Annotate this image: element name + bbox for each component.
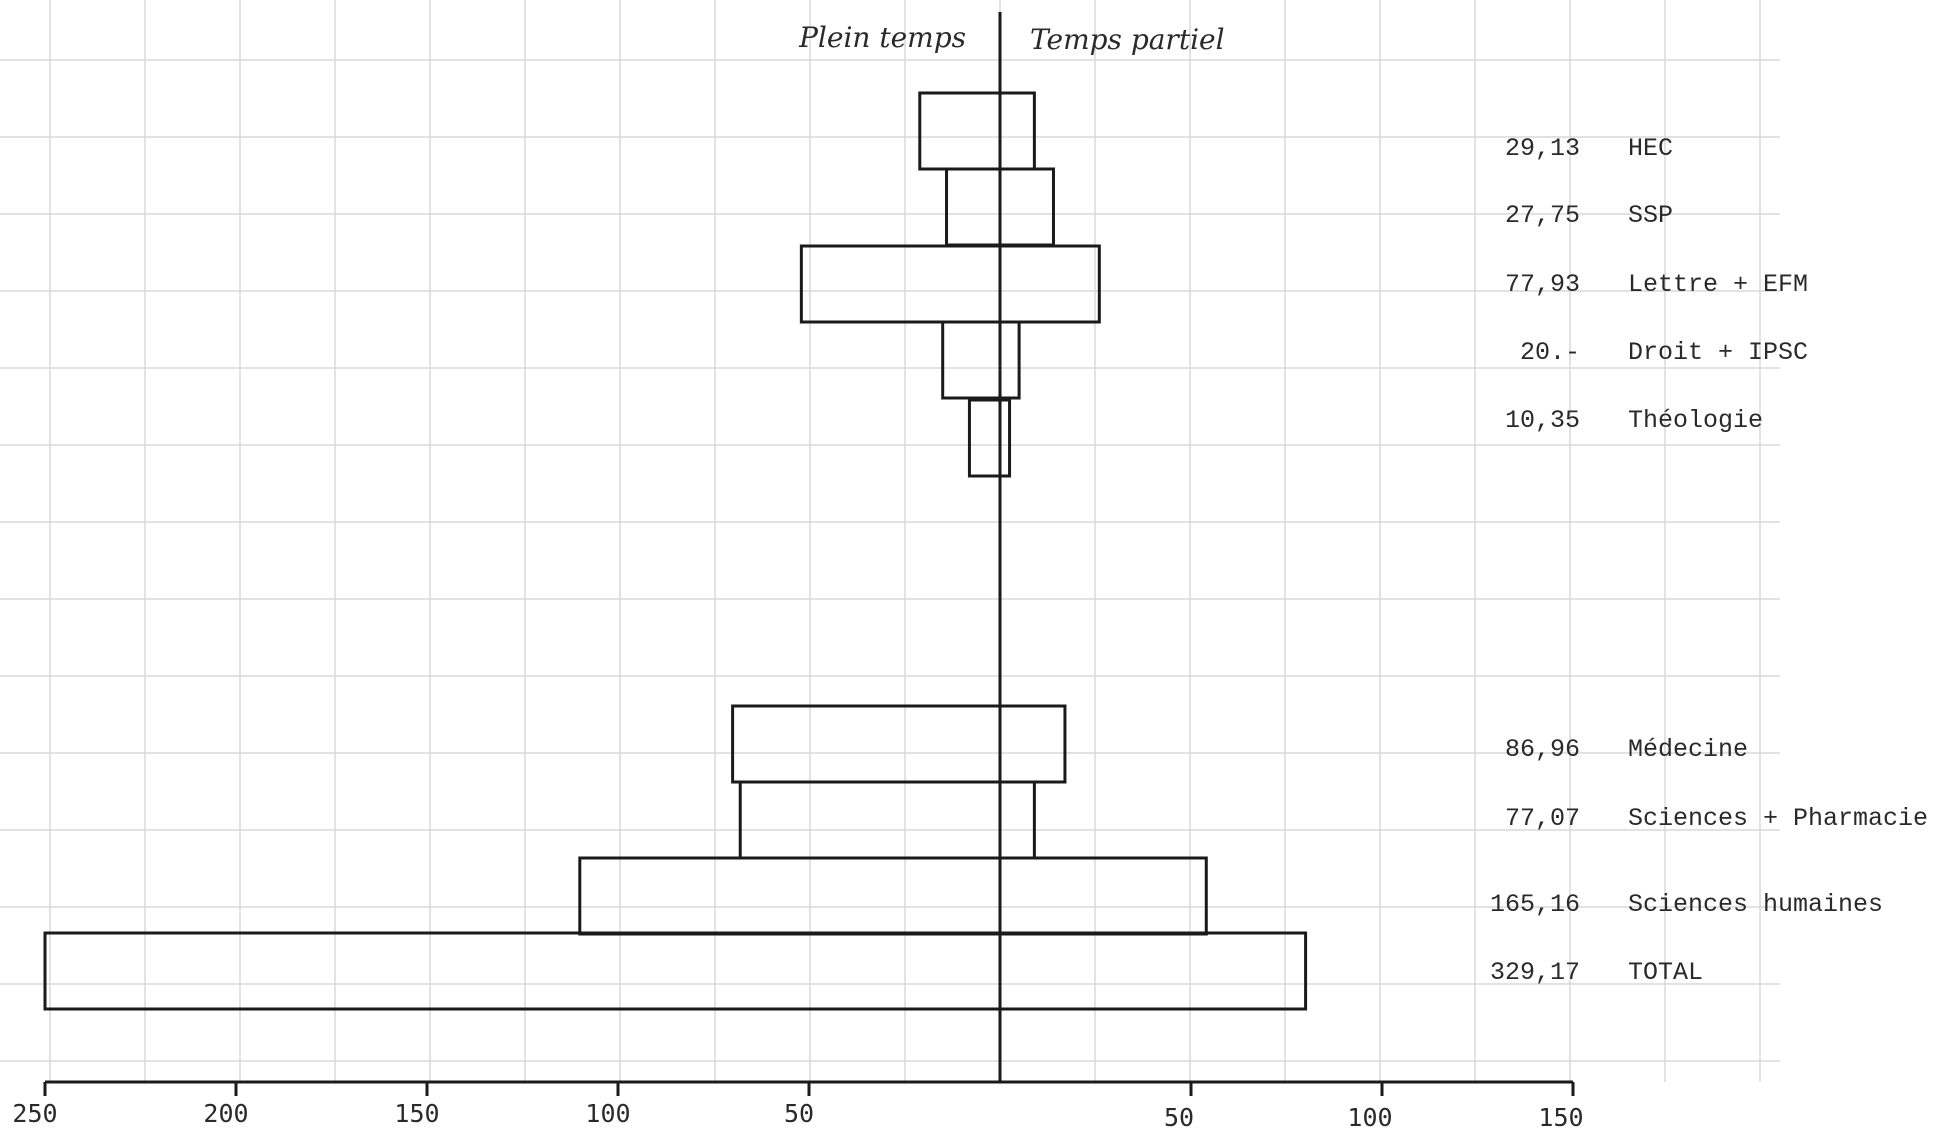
value-label: 77,93 [1505, 270, 1580, 299]
x-tick-label: 250 [12, 1099, 57, 1128]
x-tick-label: 50 [1164, 1103, 1194, 1132]
bar [941, 320, 1021, 400]
x-tick-label: 200 [203, 1099, 248, 1128]
bar [731, 704, 1067, 784]
x-tick-label: 100 [585, 1099, 630, 1128]
bar [918, 91, 1036, 171]
grid-lines [0, 0, 1780, 1082]
x-tick-label: 150 [1538, 1103, 1583, 1132]
value-label: 77,07 [1505, 804, 1580, 833]
value-label: 27,75 [1505, 201, 1580, 230]
value-label: 29,13 [1505, 134, 1580, 163]
bar [799, 244, 1101, 324]
value-label: 86,96 [1505, 735, 1580, 764]
right-header-label: Temps partiel [1030, 23, 1225, 56]
x-tick-label: 150 [394, 1099, 439, 1128]
category-label: TOTAL [1628, 958, 1703, 987]
left-header-label: Plein temps [798, 21, 966, 54]
category-label: Théologie [1628, 406, 1763, 435]
category-label: SSP [1628, 201, 1673, 230]
value-label: 165,16 [1490, 890, 1580, 919]
bar [43, 931, 1308, 1011]
x-tick-label: 100 [1347, 1103, 1392, 1132]
bars [43, 91, 1308, 1011]
x-tick-label: 50 [784, 1099, 814, 1128]
bar [738, 780, 1036, 860]
category-label: Droit + IPSC [1628, 338, 1808, 367]
value-label: 20.- [1520, 338, 1580, 367]
bar [967, 398, 1012, 478]
category-label: Sciences + Pharmacie [1628, 804, 1928, 833]
value-label: 329,17 [1490, 958, 1580, 987]
category-label: Lettre + EFM [1628, 270, 1808, 299]
category-label: Médecine [1628, 735, 1748, 764]
category-labels: 29,13 HEC 27,75 SSP 77,93 Lettre + EFM 20.- Dro… [1490, 134, 1928, 987]
category-label: HEC [1628, 134, 1673, 163]
category-label: Sciences humaines [1628, 890, 1883, 919]
value-label: 10,35 [1505, 406, 1580, 435]
bar [578, 856, 1208, 936]
x-axis-ticks: 250 200 150 100 50 50 100 150 [12, 1082, 1584, 1132]
